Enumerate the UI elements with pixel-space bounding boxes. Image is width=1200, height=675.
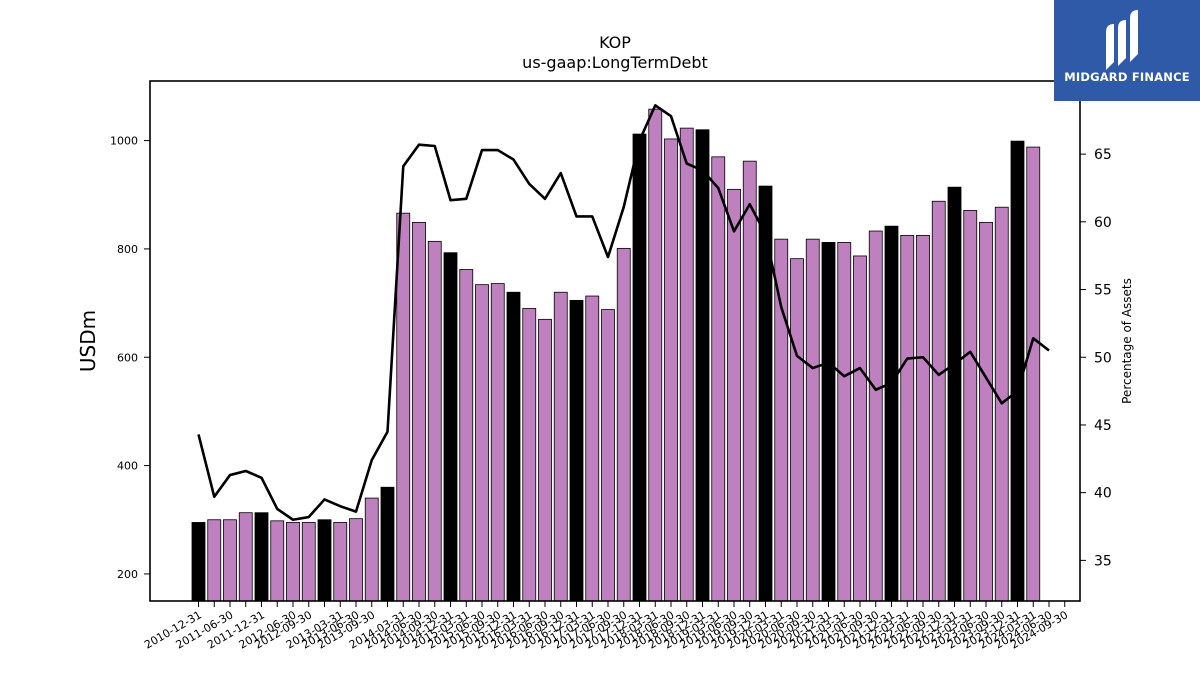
bar-2015-09-30 bbox=[490, 283, 505, 602]
bar-2022-09-30 bbox=[931, 200, 946, 602]
brand-logo: MIDGARD FINANCE bbox=[1054, 0, 1200, 101]
bar-2021-09-30 bbox=[868, 230, 883, 602]
bar-2013-09-30 bbox=[364, 497, 379, 602]
bar-2019-06-30 bbox=[727, 188, 741, 602]
bar-2013-03-31 bbox=[333, 522, 348, 602]
bar-2017-06-30 bbox=[601, 309, 615, 602]
bar-2011-06-30 bbox=[223, 519, 237, 602]
y2-tick-label-40: 40 bbox=[1094, 486, 1112, 502]
bar-2021-12-31 bbox=[884, 225, 899, 602]
bar-2020-06-30 bbox=[790, 258, 804, 602]
y2-tick-label-35: 35 bbox=[1094, 553, 1112, 569]
bar-2019-03-31 bbox=[711, 156, 726, 602]
line-layer bbox=[197, 104, 1050, 522]
bar-2020-09-30 bbox=[805, 238, 820, 602]
bar-2013-12-31 bbox=[380, 486, 395, 602]
bar-2017-09-30 bbox=[616, 247, 631, 602]
bar-2015-12-31 bbox=[506, 291, 521, 602]
bar-2020-03-31 bbox=[774, 238, 789, 602]
bar-2022-12-31 bbox=[947, 186, 962, 602]
bar-2019-12-31 bbox=[758, 185, 773, 602]
y2-tick-label-65: 65 bbox=[1094, 147, 1112, 163]
bar-2011-03-31 bbox=[207, 519, 222, 602]
bar-2012-12-31 bbox=[317, 519, 332, 602]
bar-2023-12-31 bbox=[1010, 140, 1025, 602]
bar-2014-06-30 bbox=[412, 221, 426, 602]
plot-frame bbox=[149, 80, 1081, 602]
y-tick-label-800: 800 bbox=[117, 243, 138, 256]
y2-tick-label-60: 60 bbox=[1094, 215, 1112, 231]
y-tick-label-1000: 1000 bbox=[110, 135, 138, 148]
y2-tick-label-50: 50 bbox=[1094, 350, 1112, 366]
bar-2011-09-30 bbox=[238, 512, 253, 602]
y-tick-label-200: 200 bbox=[117, 568, 138, 581]
bar-2012-06-30 bbox=[286, 522, 300, 602]
bar-2020-12-31 bbox=[821, 242, 836, 602]
bar-2018-06-30 bbox=[664, 138, 678, 602]
bar-2010-12-31 bbox=[191, 522, 206, 602]
bar-2014-03-31 bbox=[396, 212, 411, 602]
bar-2015-06-30 bbox=[475, 284, 489, 602]
y-tick-label-400: 400 bbox=[117, 460, 138, 473]
bar-2019-09-30 bbox=[742, 160, 757, 602]
y2-axis-label: Percentage of Assets bbox=[1120, 278, 1134, 404]
bar-2016-12-31 bbox=[569, 299, 584, 602]
bar-2012-09-30 bbox=[301, 522, 316, 602]
bar-2014-12-31 bbox=[443, 252, 458, 602]
bar-2023-03-31 bbox=[963, 210, 978, 602]
y2-tick-label-55: 55 bbox=[1094, 283, 1112, 299]
chart-title: KOP bbox=[599, 33, 631, 52]
bar-2016-09-30 bbox=[553, 291, 568, 602]
bar-2016-03-31 bbox=[522, 308, 537, 602]
bar-2011-12-31 bbox=[254, 512, 269, 602]
y-tick-label-600: 600 bbox=[117, 351, 138, 364]
bar-2017-12-31 bbox=[632, 133, 647, 602]
bar-2021-03-31 bbox=[837, 242, 852, 602]
chart-subtitle: us-gaap:LongTermDebt bbox=[522, 53, 708, 72]
y-axis-label: USDm bbox=[76, 310, 100, 372]
y2-tick-label-45: 45 bbox=[1094, 418, 1112, 434]
bar-2018-03-31 bbox=[648, 108, 663, 602]
bar-2022-06-30 bbox=[916, 234, 930, 602]
bar-2018-09-30 bbox=[679, 127, 694, 602]
bars-layer bbox=[191, 108, 1041, 602]
bar-2013-06-30 bbox=[349, 518, 363, 602]
bar-2018-12-31 bbox=[695, 129, 710, 602]
bar-2021-06-30 bbox=[853, 255, 867, 602]
bar-2016-06-30 bbox=[538, 318, 552, 602]
bar-2023-06-30 bbox=[979, 221, 993, 602]
bar-2015-03-31 bbox=[459, 269, 474, 602]
brand-name: MIDGARD FINANCE bbox=[1064, 70, 1190, 84]
bar-2014-09-30 bbox=[427, 240, 442, 602]
bar-2017-03-31 bbox=[585, 295, 600, 602]
bar-2012-03-31 bbox=[270, 520, 285, 602]
bar-2022-03-31 bbox=[900, 234, 915, 602]
brand-mark-icon bbox=[1106, 10, 1138, 70]
asset-percentage-line bbox=[197, 104, 1050, 522]
bar-2024-03-31 bbox=[1026, 146, 1041, 602]
